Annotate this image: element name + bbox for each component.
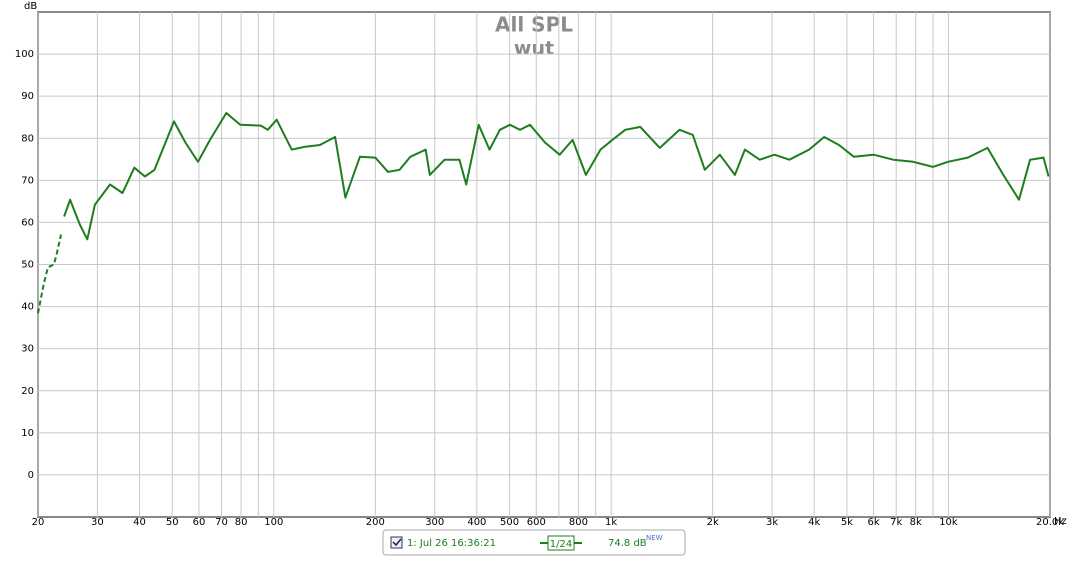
- x-tick-label: 20.0k: [1036, 517, 1064, 528]
- x-tick-label: 1k: [605, 517, 617, 528]
- y-tick-label: 20: [21, 386, 34, 397]
- x-tick-label: 50: [166, 517, 179, 528]
- data-line: [63, 112, 1050, 241]
- legend-checkbox[interactable]: [390, 536, 403, 549]
- x-tick-label: 4k: [808, 517, 820, 528]
- x-tick-label: 30: [91, 517, 104, 528]
- x-tick-label: 400: [467, 517, 486, 528]
- x-tick-label: 7k: [890, 517, 902, 528]
- x-tick-label: 60: [193, 517, 206, 528]
- chart-subtitle: wut: [514, 38, 554, 60]
- x-axis-label: Hz: [1054, 516, 1067, 527]
- x-tick-label: 10k: [939, 517, 958, 528]
- y-tick-label: 100: [15, 49, 34, 60]
- y-tick-label: 30: [21, 344, 34, 355]
- x-tick-label: 20: [32, 517, 45, 528]
- x-tick-label: 3k: [766, 517, 778, 528]
- y-tick-label: 10: [21, 428, 34, 439]
- y-axis-label: dB: [24, 1, 37, 12]
- y-tick-label: 80: [21, 133, 34, 144]
- x-tick-label: 800: [569, 517, 588, 528]
- legend-label: 1: Jul 26 16:36:21: [407, 538, 496, 549]
- smoothing: 1/24: [550, 539, 572, 550]
- x-tick-label: 600: [527, 517, 546, 528]
- x-tick-label: 2k: [707, 517, 719, 528]
- x-tick-label: 200: [366, 517, 385, 528]
- legend-box: [382, 529, 686, 556]
- y-tick-label: 60: [21, 217, 34, 228]
- y-tick-label: 50: [21, 260, 34, 271]
- x-tick-label: 40: [133, 517, 146, 528]
- x-tick-label: 100: [264, 517, 283, 528]
- x-tick-label: 70: [215, 517, 228, 528]
- smoothing-box[interactable]: [547, 535, 575, 551]
- level: 74.8 dB: [608, 538, 647, 549]
- x-tick-label: 8k: [910, 517, 922, 528]
- y-tick-label: 0: [28, 470, 34, 481]
- x-tick-label: 80: [235, 517, 248, 528]
- data-line: [37, 234, 62, 314]
- badge: NEW: [646, 534, 663, 542]
- y-tick-label: 90: [21, 91, 34, 102]
- y-tick-label: 40: [21, 302, 34, 313]
- x-tick-label: 6k: [868, 517, 880, 528]
- x-tick-label: 300: [425, 517, 444, 528]
- check-mark: [392, 538, 402, 547]
- x-tick-label: 5k: [841, 517, 853, 528]
- chart-title: All SPL: [495, 13, 573, 37]
- x-tick-label: 500: [500, 517, 519, 528]
- y-tick-label: 70: [21, 175, 34, 186]
- legend: 1: Jul 26 16:36:21 1/24 74.8 dB NEW: [382, 529, 686, 556]
